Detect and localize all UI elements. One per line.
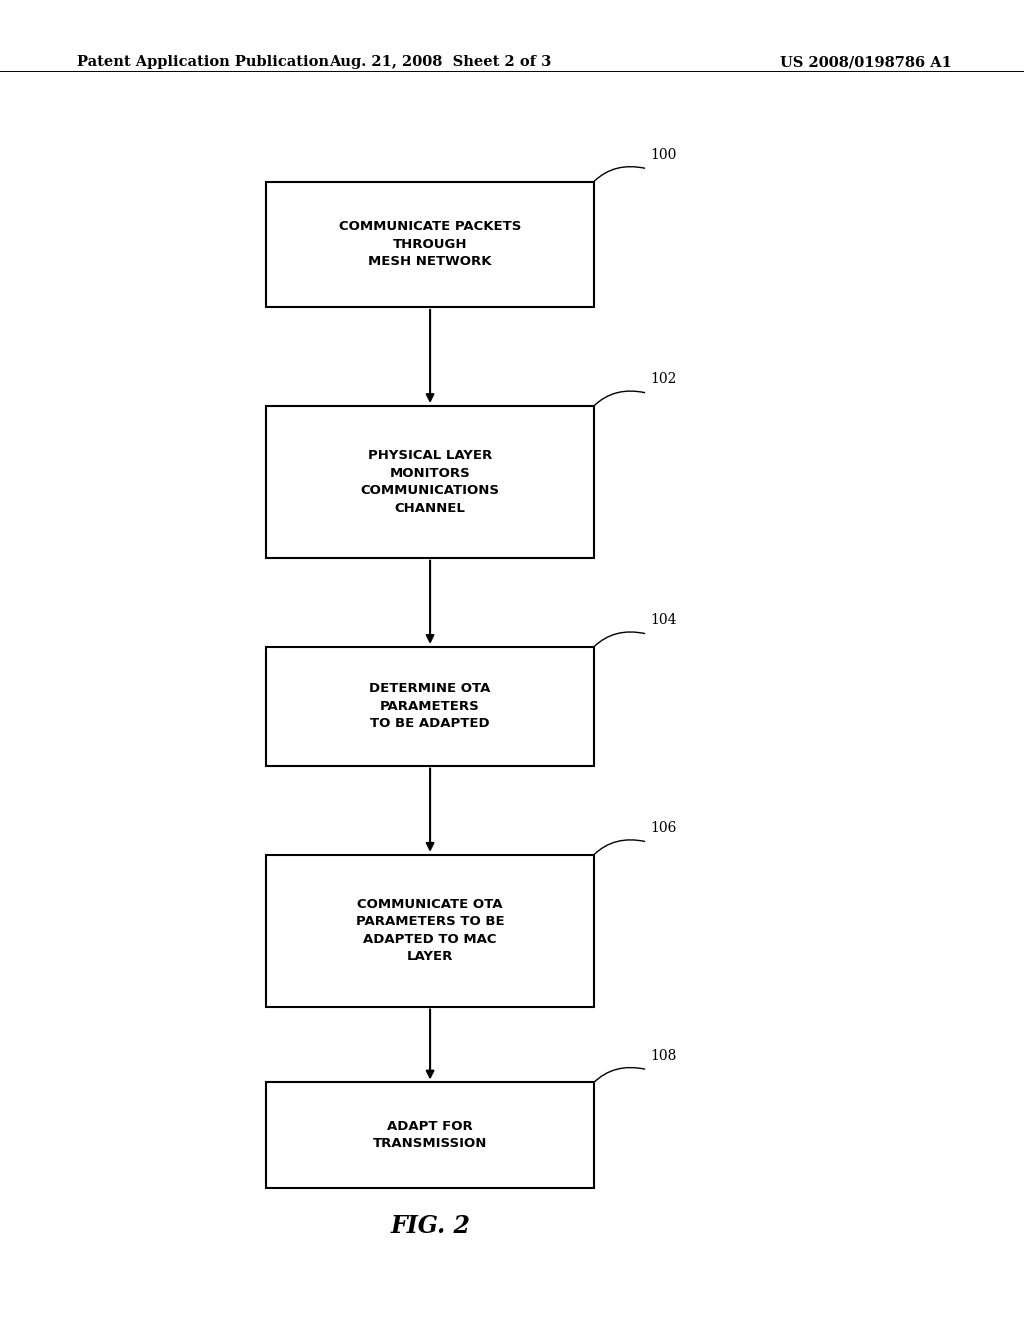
- Text: 102: 102: [650, 372, 677, 385]
- Text: PHYSICAL LAYER
MONITORS
COMMUNICATIONS
CHANNEL: PHYSICAL LAYER MONITORS COMMUNICATIONS C…: [360, 449, 500, 515]
- Text: 100: 100: [650, 148, 677, 162]
- Bar: [266, 407, 594, 557]
- Bar: [266, 647, 594, 766]
- Text: Patent Application Publication: Patent Application Publication: [77, 55, 329, 70]
- Bar: [266, 1082, 594, 1188]
- Text: DETERMINE OTA
PARAMETERS
TO BE ADAPTED: DETERMINE OTA PARAMETERS TO BE ADAPTED: [370, 682, 490, 730]
- Text: FIG. 2: FIG. 2: [390, 1214, 470, 1238]
- Text: 108: 108: [650, 1048, 677, 1063]
- Text: ADAPT FOR
TRANSMISSION: ADAPT FOR TRANSMISSION: [373, 1119, 487, 1151]
- Text: US 2008/0198786 A1: US 2008/0198786 A1: [780, 55, 952, 70]
- Text: COMMUNICATE PACKETS
THROUGH
MESH NETWORK: COMMUNICATE PACKETS THROUGH MESH NETWORK: [339, 220, 521, 268]
- Text: Aug. 21, 2008  Sheet 2 of 3: Aug. 21, 2008 Sheet 2 of 3: [329, 55, 552, 70]
- Text: 104: 104: [650, 612, 677, 627]
- Text: 106: 106: [650, 821, 677, 836]
- Text: COMMUNICATE OTA
PARAMETERS TO BE
ADAPTED TO MAC
LAYER: COMMUNICATE OTA PARAMETERS TO BE ADAPTED…: [355, 898, 505, 964]
- Bar: [266, 182, 594, 308]
- Bar: [266, 855, 594, 1006]
